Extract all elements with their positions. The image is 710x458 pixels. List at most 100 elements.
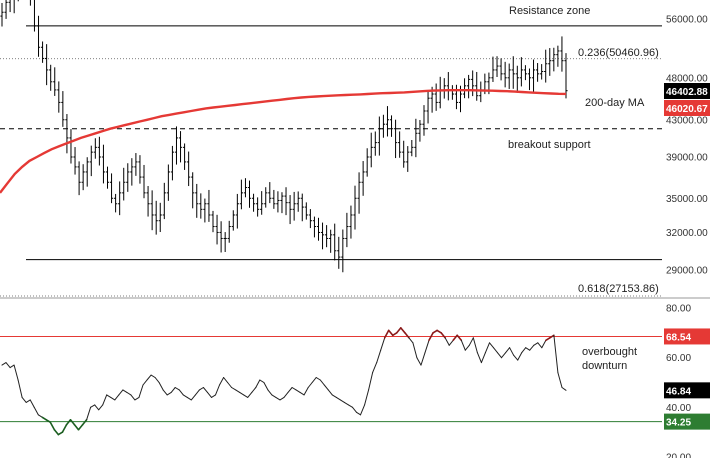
rsi-segment: [452, 334, 459, 342]
candle: [109, 173, 114, 204]
candle: [414, 118, 418, 158]
rsi-segment: [319, 379, 325, 386]
rsi-segment: [380, 337, 386, 351]
candle: [531, 59, 536, 93]
rsi-segment: [247, 391, 253, 398]
rsi-segment: [505, 347, 511, 354]
candle: [170, 145, 175, 181]
rsi-segment: [202, 387, 208, 393]
candle: [89, 145, 93, 177]
candle: [556, 45, 560, 67]
candle: [126, 163, 130, 192]
candle: [85, 157, 89, 187]
candle: [507, 63, 511, 89]
rsi-segment: [223, 377, 229, 383]
rsi-segment: [493, 347, 498, 354]
rsi-segment: [235, 389, 241, 393]
rsi-segment: [166, 391, 172, 396]
ma-200-line: [0, 89, 567, 194]
rsi-segment: [295, 389, 301, 393]
rsi-segment: [275, 396, 281, 401]
candle: [73, 147, 77, 175]
candle: [349, 205, 353, 239]
candle: [268, 182, 272, 204]
candle: [138, 155, 142, 184]
rsi-segment: [460, 339, 466, 351]
price-tick-label: 43000.00: [666, 115, 708, 126]
rsi-segment: [126, 391, 132, 396]
last-price-tag-bg: [664, 83, 710, 99]
candle: [65, 114, 69, 154]
candle: [215, 214, 219, 245]
candle: [53, 67, 57, 96]
rsi-segment: [376, 349, 382, 364]
candle: [81, 164, 85, 191]
rsi-segment: [444, 337, 450, 346]
rsi-segment: [162, 389, 168, 396]
candle: [288, 195, 292, 225]
rsi-segment: [215, 384, 220, 396]
rsi-segment: [303, 387, 309, 396]
rsi-segment: [383, 329, 390, 339]
rsi-segment: [521, 347, 527, 354]
rsi-segment: [480, 352, 486, 364]
candle: [49, 64, 53, 91]
candle: [118, 181, 122, 216]
rsi-segment: [134, 396, 140, 401]
candle: [491, 56, 495, 82]
rsi-segment: [561, 387, 567, 391]
candle: [357, 172, 361, 214]
candle: [519, 57, 523, 87]
candle: [426, 91, 430, 124]
candle: [154, 200, 158, 235]
candle: [418, 120, 422, 142]
rsi-segment: [529, 344, 535, 351]
rsi-segment: [420, 352, 426, 366]
candle: [4, 0, 8, 19]
candle: [434, 83, 438, 111]
candle: [422, 105, 426, 136]
candle: [475, 71, 479, 101]
candle: [235, 193, 239, 229]
candle: [182, 143, 187, 170]
candle: [247, 180, 252, 208]
candle: [223, 232, 227, 253]
candle: [548, 48, 552, 76]
rsi-segment: [315, 377, 321, 381]
rsi-segment: [395, 327, 402, 334]
rsi-segment: [186, 396, 192, 401]
candle: [406, 146, 410, 172]
rsi-segment: [231, 387, 237, 391]
rsi-tick-label: 60.00: [666, 353, 691, 364]
rsi-segment: [360, 404, 366, 416]
candle: [130, 158, 134, 186]
candle: [523, 65, 528, 81]
rsi-segment: [553, 334, 559, 374]
candle: [495, 56, 499, 78]
rsi-segment: [207, 391, 212, 398]
rsi-segment: [53, 428, 60, 436]
candle: [69, 129, 73, 164]
rsi-segment: [227, 382, 233, 388]
candle: [503, 61, 507, 88]
candle: [308, 209, 312, 229]
fib-236-label: 0.236(50460.96): [578, 47, 659, 59]
candle: [446, 72, 450, 101]
rsi-segment: [150, 374, 156, 378]
candle: [187, 151, 191, 187]
candle: [471, 70, 475, 97]
candle: [29, 0, 31, 6]
rsi-segment: [154, 377, 160, 383]
rsi-segment: [61, 423, 68, 434]
rsi-segment: [146, 374, 152, 381]
rsi-segment: [90, 404, 96, 408]
rsi-segment: [110, 396, 116, 401]
candle: [365, 148, 369, 177]
rsi-segment: [343, 401, 349, 406]
candle: [515, 65, 519, 93]
rsi-segment: [178, 389, 184, 396]
candle: [13, 0, 15, 14]
rsi-segment: [404, 331, 410, 339]
candle: [389, 115, 394, 137]
rsi-segment: [335, 396, 341, 401]
